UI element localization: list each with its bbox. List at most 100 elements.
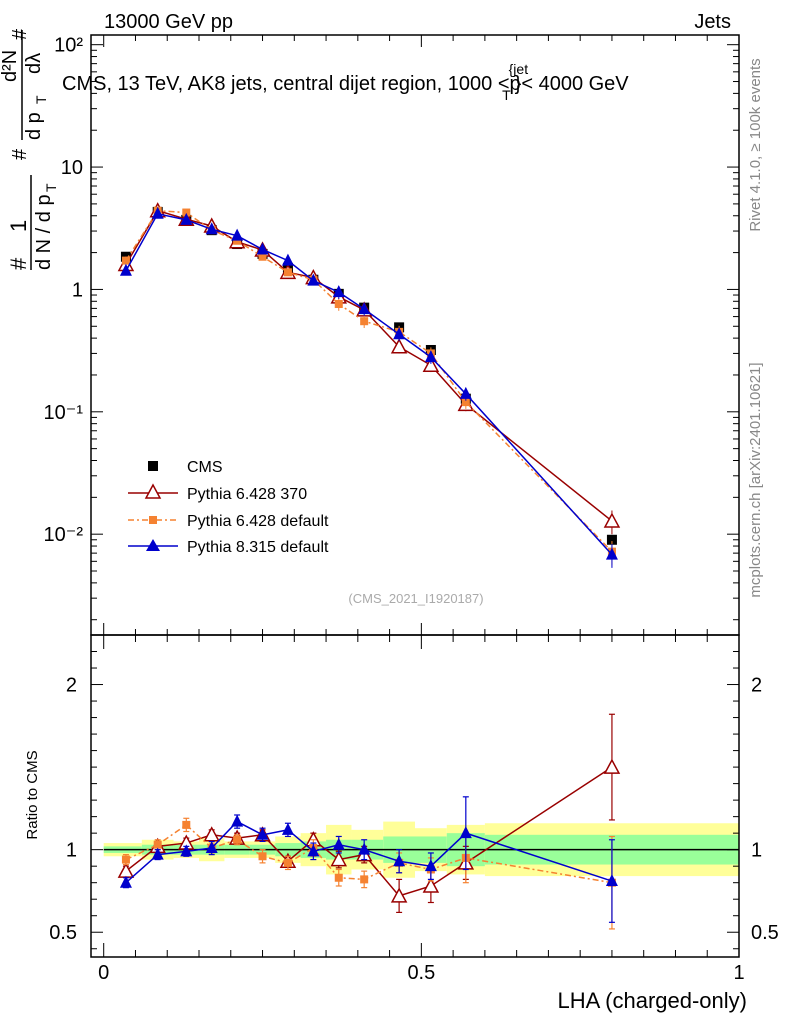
ratio-y-tick-label: 1 xyxy=(66,840,77,862)
ratio-point-py6-370 xyxy=(203,826,220,842)
main-point-py6-370 xyxy=(422,356,440,373)
ratio-series-py6-370 xyxy=(117,713,621,914)
ratio-ticks: 0.5 0.5 1 1 2 2 0 0.5 1 xyxy=(49,635,779,984)
main-point-py8 xyxy=(256,242,269,255)
ratio-point-py8 xyxy=(332,837,345,850)
legend-marker-py6-default xyxy=(149,516,157,524)
main-title-end: }< 4000 GeV xyxy=(515,73,630,95)
main-title-sub: T xyxy=(502,87,511,103)
ratio-y-tick-label: 0.5 xyxy=(49,922,77,944)
legend-entry-py6-370: Pythia 6.428 370 xyxy=(128,483,307,503)
ratio-point-py8 xyxy=(281,822,294,835)
ylabel-one: 1 xyxy=(6,220,31,232)
legend-entry-cms: CMS xyxy=(148,459,223,476)
ylabel-hash1: # xyxy=(6,257,31,270)
legend-label-cms: CMS xyxy=(187,459,223,476)
ratio-point-py6-default xyxy=(258,852,267,861)
ylabel-dpT: d p xyxy=(23,112,45,140)
ratio-point-py6-370 xyxy=(422,877,440,893)
ratio-point-py6-370 xyxy=(390,887,408,903)
main-series-py8 xyxy=(119,206,618,568)
main-point-cms xyxy=(606,534,617,545)
main-panel: 10⁻² 10⁻¹ 1 10 10² CMS, 13 TeV, AK8 jets, ce… xyxy=(44,34,740,636)
ratio-point-py8 xyxy=(231,814,244,827)
x-tick-label: 0 xyxy=(98,962,109,984)
x-tick-label: 0.5 xyxy=(407,962,435,984)
ratio-point-py8 xyxy=(151,847,164,860)
ylabel-T1: T xyxy=(43,183,59,192)
main-point-py8 xyxy=(358,302,371,315)
main-ylabel: # 1 d N / d p T # d²N d p T dλ # xyxy=(0,28,59,270)
main-title: CMS, 13 TeV, AK8 jets, central dijet reg… xyxy=(62,61,629,103)
ylabel-hash2: # xyxy=(9,148,31,160)
main-line-py6-default xyxy=(125,209,613,553)
header-process: 13000 GeV pp xyxy=(104,11,233,33)
ylabel-hash3: # xyxy=(9,28,31,40)
ratio-y-tick-label: 2 xyxy=(66,675,77,697)
ratio-point-py8 xyxy=(459,826,472,839)
ylabel-dlam: dλ xyxy=(23,53,45,74)
main-point-py6-default xyxy=(121,256,130,265)
y-tick-label: 10² xyxy=(54,35,83,57)
ratio-panel: 0.5 0.5 1 1 2 2 0 0.5 1 xyxy=(49,634,779,984)
main-title-sup: {jet xyxy=(509,61,529,77)
analysis-watermark: (CMS_2021_I1920187) xyxy=(348,591,483,606)
ratio-point-py8 xyxy=(605,874,618,887)
main-point-py6-default xyxy=(233,236,242,245)
main-point-py8 xyxy=(332,285,345,298)
main-point-py8 xyxy=(307,273,320,286)
ratio-ylabel: Ratio to CMS xyxy=(24,750,41,839)
legend-marker-cms xyxy=(148,461,158,471)
ylabel-dN: d N / d p xyxy=(33,194,55,270)
ratio-point-py8 xyxy=(119,875,132,888)
y-tick-label: 10⁻¹ xyxy=(44,402,84,424)
ratio-y-tick-label-right: 2 xyxy=(751,675,762,697)
ratio-point-py6-default xyxy=(153,840,162,849)
main-point-py6-default xyxy=(283,268,292,277)
main-point-py8 xyxy=(205,222,218,235)
ratio-point-py8 xyxy=(358,842,371,855)
y-tick-label: 1 xyxy=(72,279,83,301)
ratio-point-py8 xyxy=(393,854,406,867)
main-point-py6-370 xyxy=(390,338,408,354)
ratio-point-py6-default xyxy=(182,820,191,829)
main-point-py6-default xyxy=(461,398,470,407)
y-tick-label: 10⁻² xyxy=(44,524,84,546)
ratio-line-py8 xyxy=(125,820,613,884)
ratio-point-py8 xyxy=(307,844,320,857)
ratio-point-py8 xyxy=(256,827,269,840)
ratio-point-py6-default xyxy=(121,855,130,864)
rivet-label: Rivet 4.1.0, ≥ 100k events xyxy=(747,58,764,231)
main-point-py8 xyxy=(281,253,294,266)
main-point-py6-default xyxy=(334,300,343,309)
main-ticks: 10⁻² 10⁻¹ 1 10 10² xyxy=(44,35,740,635)
legend-marker-py6-370 xyxy=(144,483,162,499)
ratio-point-py6-default xyxy=(360,875,369,884)
ratio-point-py6-default xyxy=(334,873,343,882)
main-title-start: CMS, 13 TeV, AK8 jets, central dijet reg… xyxy=(62,73,521,95)
main-point-py8 xyxy=(605,547,618,560)
main-point-py8 xyxy=(459,386,472,399)
ratio-point-py6-370 xyxy=(117,862,135,878)
ratio-point-py6-default xyxy=(283,858,292,867)
y-tick-label: 10 xyxy=(61,157,83,179)
main-series xyxy=(117,202,621,568)
legend-marker-py8 xyxy=(146,539,160,551)
ylabel-T2: T xyxy=(33,95,49,104)
legend-label-py6-370: Pythia 6.428 370 xyxy=(187,486,307,503)
x-tick-label: 1 xyxy=(733,962,744,984)
ratio-y-tick-label-right: 0.5 xyxy=(751,922,779,944)
ratio-y-tick-label-right: 1 xyxy=(751,840,762,862)
legend-entry-py8: Pythia 8.315 default xyxy=(128,539,329,556)
ratio-point-py8 xyxy=(424,859,437,872)
main-point-py6-default xyxy=(258,252,267,261)
main-line-py8 xyxy=(125,212,613,556)
ratio-frame xyxy=(90,634,740,958)
main-point-py6-default xyxy=(360,317,369,326)
ratio-series-py8 xyxy=(119,796,618,923)
legend-entry-py6-default: Pythia 6.428 default xyxy=(128,513,329,530)
main-point-py8 xyxy=(180,212,193,225)
main-point-py8 xyxy=(151,206,164,219)
header-observable: Jets xyxy=(694,11,731,33)
